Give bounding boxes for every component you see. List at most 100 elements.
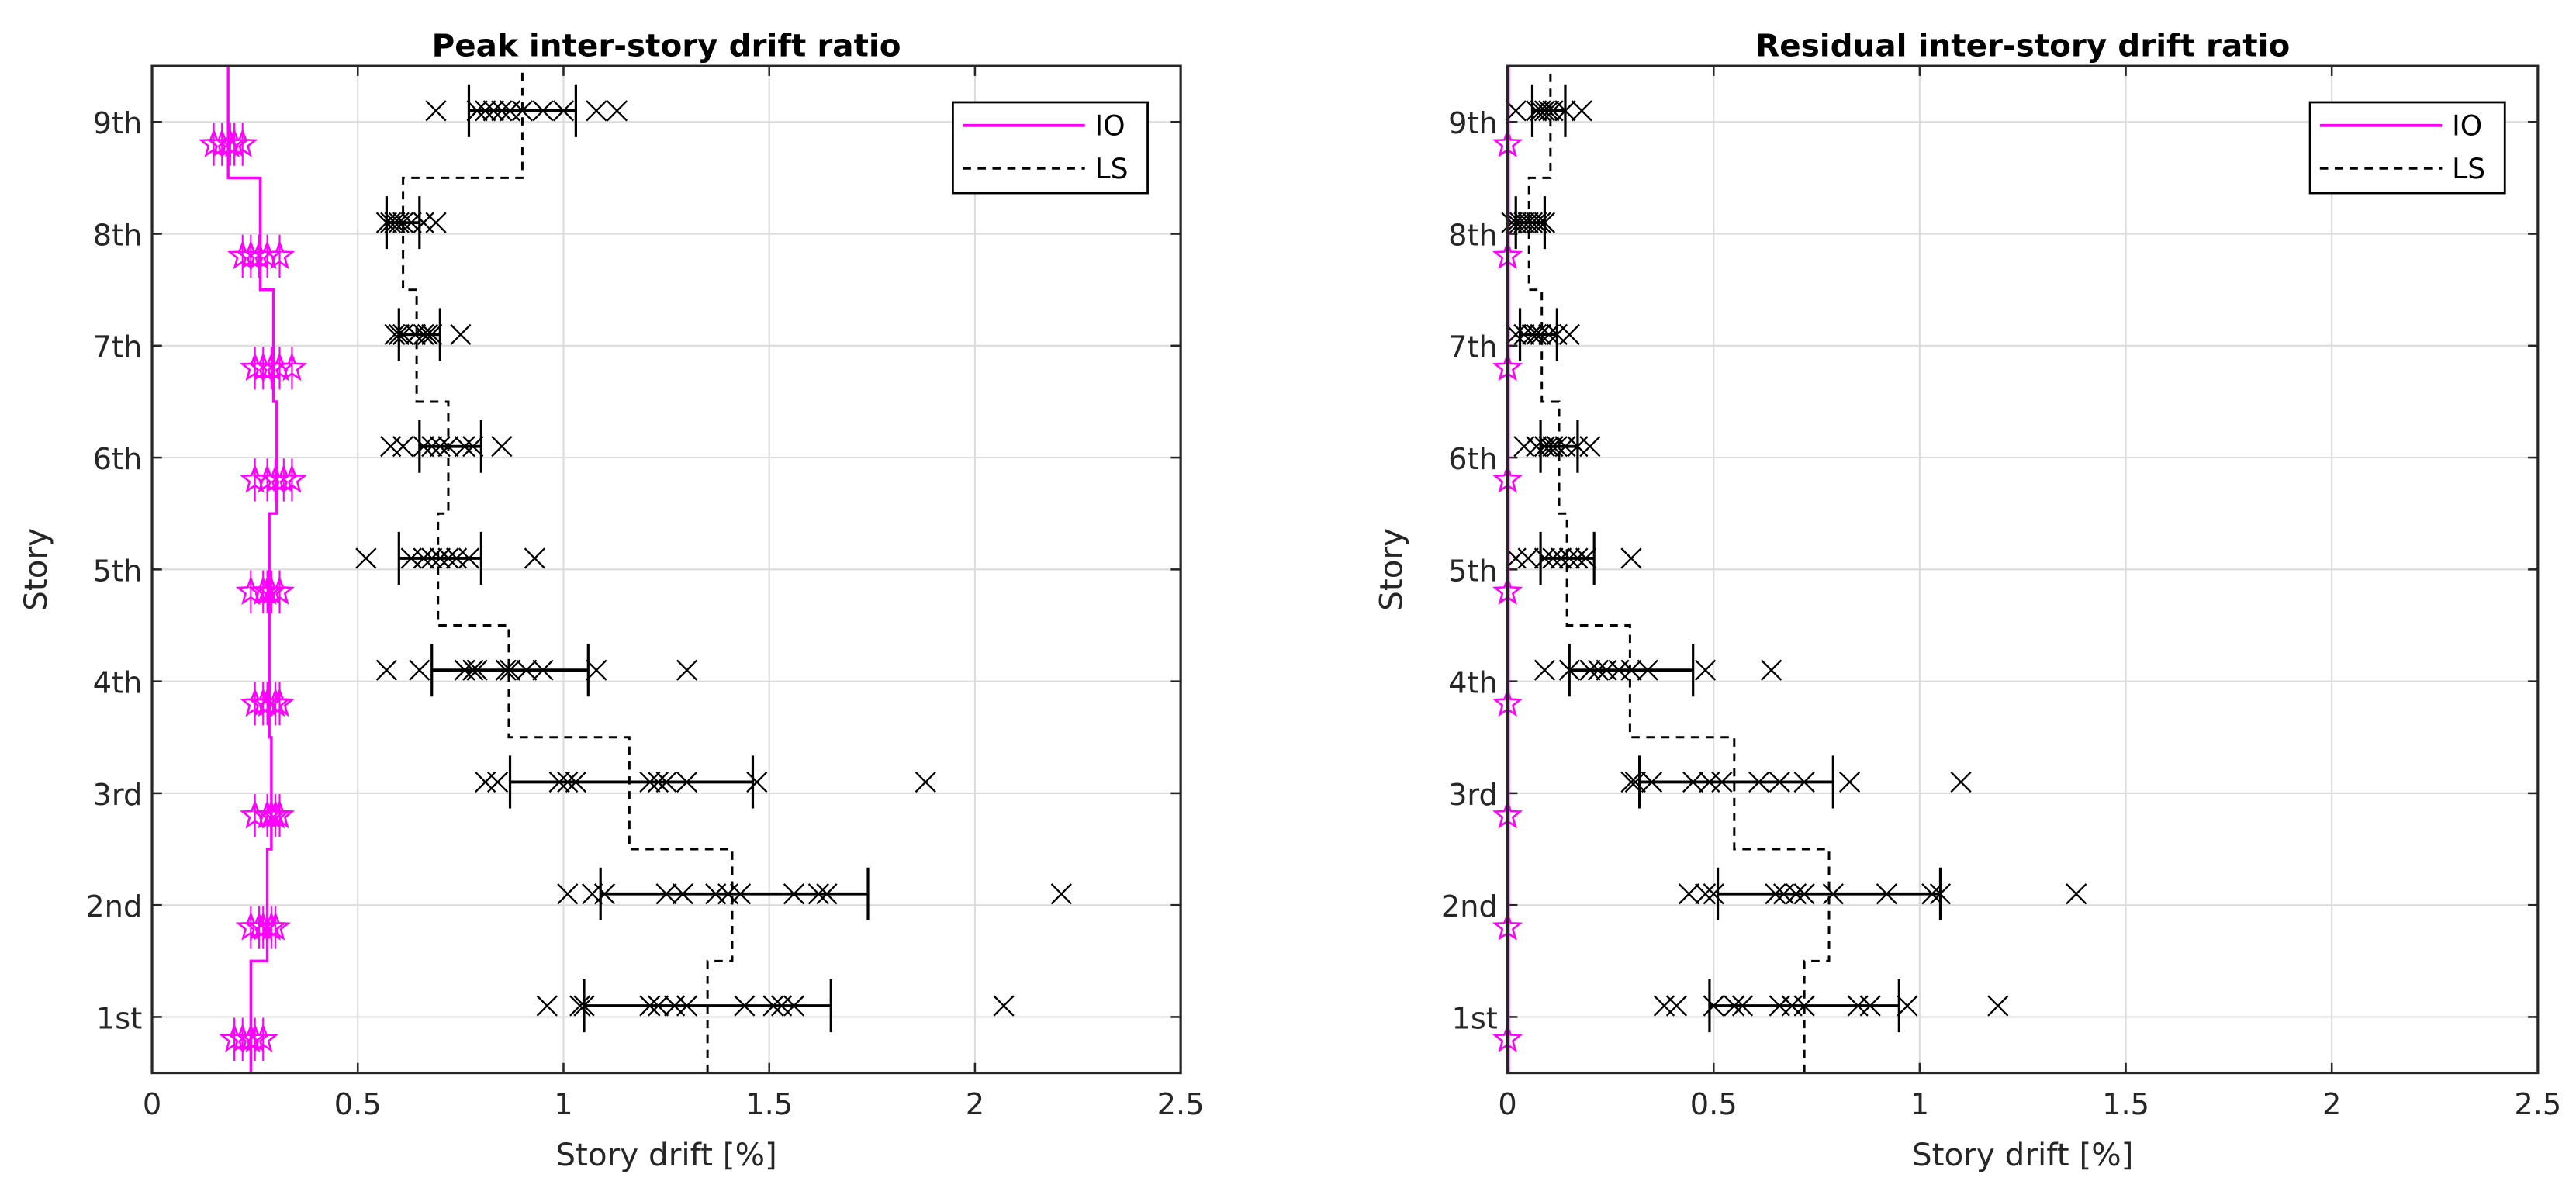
- record-x-marker: [1558, 659, 1580, 681]
- record-x-marker: [1505, 100, 1527, 122]
- y-tick-label: 1st: [1451, 1001, 1497, 1036]
- record-x-marker: [458, 547, 480, 569]
- record-x-marker: [437, 436, 459, 458]
- io-star-marker: [264, 799, 296, 829]
- record-x-marker: [1769, 771, 1790, 793]
- legend-box: [2308, 101, 2506, 195]
- record-x-marker: [491, 436, 513, 458]
- record-x-marker: [1533, 100, 1556, 122]
- record-x-marker: [1653, 995, 1675, 1017]
- legend-io-label: IO: [1094, 109, 1125, 143]
- x-tick-label: 0.5: [1690, 1087, 1738, 1122]
- record-x-marker: [1624, 771, 1646, 793]
- record-x-marker: [429, 547, 451, 569]
- record-x-marker: [1950, 771, 1972, 793]
- record-x-marker: [676, 771, 698, 793]
- record-x-marker: [1542, 547, 1564, 569]
- record-x-marker: [413, 547, 434, 569]
- record-x-marker: [565, 771, 586, 793]
- record-x-marker: [499, 659, 521, 681]
- record-x-marker: [1682, 771, 1704, 793]
- record-x-marker: [384, 323, 406, 345]
- record-x-marker: [1558, 547, 1580, 569]
- record-x-marker: [1620, 659, 1642, 681]
- x-axis-label: Story drift [%]: [555, 1136, 776, 1173]
- axes-frame: [150, 64, 1182, 1075]
- record-x-marker: [1859, 995, 1881, 1017]
- record-x-marker: [569, 995, 591, 1017]
- record-x-marker: [606, 100, 628, 122]
- record-x-marker: [647, 771, 669, 793]
- record-x-marker: [1587, 659, 1610, 681]
- y-tick-label: 1st: [96, 1001, 142, 1036]
- record-x-marker: [429, 436, 451, 458]
- record-x-marker: [672, 883, 693, 905]
- record-x-marker: [1530, 323, 1551, 345]
- io-star-marker: [268, 464, 299, 493]
- record-x-marker: [1695, 883, 1717, 905]
- x-tick-label: 1: [554, 1087, 572, 1122]
- record-x-marker: [783, 883, 805, 905]
- chart-title: Peak inter-story drift ratio: [432, 26, 901, 64]
- y-tick-label: 5th: [1448, 554, 1498, 589]
- record-x-marker: [1987, 995, 2009, 1017]
- io-star-marker: [260, 911, 291, 941]
- record-x-marker: [1793, 995, 1815, 1017]
- x-tick-label: 1: [1910, 1087, 1929, 1122]
- record-x-marker: [1929, 883, 1952, 905]
- io-star-marker: [264, 687, 296, 717]
- record-x-marker: [557, 771, 579, 793]
- record-x-marker: [548, 771, 570, 793]
- record-x-marker: [993, 995, 1015, 1017]
- record-x-marker: [392, 436, 414, 458]
- record-x-marker: [516, 659, 538, 681]
- record-x-marker: [1620, 771, 1642, 793]
- y-tick-label: 8th: [93, 218, 143, 253]
- record-x-marker: [392, 212, 414, 233]
- x-tick-label: 0.5: [334, 1087, 382, 1122]
- record-x-marker: [1761, 659, 1782, 681]
- record-x-marker: [586, 100, 607, 122]
- record-x-marker: [552, 100, 575, 122]
- record-x-marker: [1822, 883, 1844, 905]
- y-tick-label: 5th: [93, 554, 143, 589]
- x-tick-label: 2.5: [1157, 1087, 1205, 1122]
- legend-ls-label: LS: [2452, 152, 2485, 185]
- record-x-marker: [1838, 771, 1861, 793]
- io-star-marker: [276, 464, 308, 493]
- axes-frame: [1506, 64, 2540, 1075]
- record-x-marker: [1579, 436, 1601, 458]
- record-x-marker: [783, 995, 805, 1017]
- record-x-marker: [1558, 323, 1580, 345]
- record-x-marker: [586, 659, 607, 681]
- x-tick-label: 0: [1498, 1087, 1516, 1122]
- record-x-marker: [1921, 883, 1943, 905]
- record-x-marker: [482, 100, 504, 122]
- record-x-marker: [1526, 212, 1547, 233]
- y-tick-label: 4th: [1448, 666, 1498, 701]
- record-x-marker: [425, 100, 447, 122]
- record-x-marker: [557, 883, 579, 905]
- record-x-marker: [375, 659, 397, 681]
- record-x-marker: [1731, 995, 1754, 1017]
- record-x-marker: [2066, 883, 2087, 905]
- x-tick-label: 1.5: [2102, 1087, 2149, 1122]
- io-star-marker: [247, 1023, 278, 1053]
- legend: IO LS: [2308, 101, 2506, 195]
- record-x-marker: [807, 883, 829, 905]
- x-axis-label: Story drift [%]: [1912, 1136, 2133, 1173]
- y-tick-label: 7th: [93, 330, 143, 365]
- record-x-marker: [425, 212, 447, 233]
- record-x-marker: [491, 100, 513, 122]
- io-star-marker: [239, 1023, 271, 1053]
- record-x-marker: [1793, 883, 1815, 905]
- record-x-marker: [1711, 771, 1733, 793]
- record-x-marker: [1554, 100, 1576, 122]
- record-x-marker: [647, 995, 669, 1017]
- record-x-marker: [1897, 995, 1918, 1017]
- record-x-marker: [734, 995, 756, 1017]
- record-x-marker: [475, 771, 496, 793]
- y-axis-label: Story: [17, 528, 54, 611]
- y-tick-label: 4th: [93, 666, 143, 701]
